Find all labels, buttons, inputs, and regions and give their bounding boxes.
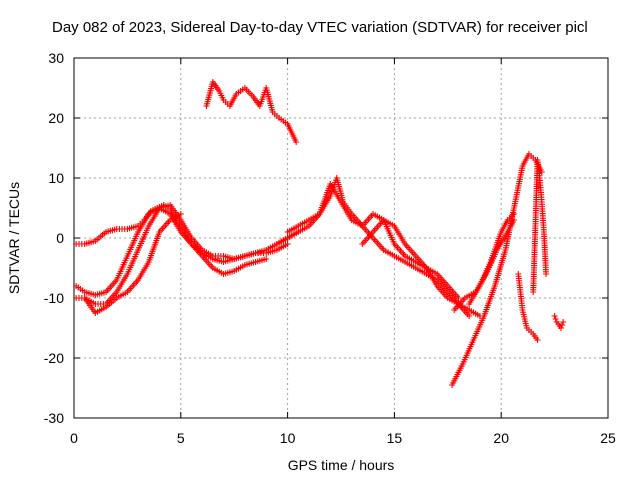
series-arc-14 bbox=[551, 313, 567, 331]
x-tick-label: 20 bbox=[493, 430, 509, 446]
data-point bbox=[534, 337, 541, 343]
data-point bbox=[284, 241, 291, 247]
data-point bbox=[552, 316, 559, 322]
series-arc-6 bbox=[284, 181, 473, 319]
series-arc-5 bbox=[203, 79, 300, 145]
series-arc-11 bbox=[466, 211, 518, 307]
series-arc-10 bbox=[451, 217, 518, 313]
series-arc-4 bbox=[73, 211, 184, 316]
y-tick-label: 0 bbox=[56, 230, 64, 246]
grid-lines bbox=[74, 58, 608, 418]
series-arc-3 bbox=[81, 205, 270, 307]
data-point bbox=[543, 271, 550, 277]
x-tick-label: 5 bbox=[177, 430, 185, 446]
y-tick-label: -30 bbox=[44, 410, 64, 426]
y-tick-label: 30 bbox=[48, 50, 64, 66]
data-point bbox=[511, 217, 518, 223]
data-points bbox=[73, 79, 567, 388]
series-arc-9 bbox=[449, 151, 545, 388]
data-point bbox=[560, 319, 567, 325]
series-arc-7 bbox=[273, 175, 462, 301]
y-tick-label: -20 bbox=[44, 350, 64, 366]
y-tick-label: -10 bbox=[44, 290, 64, 306]
data-point bbox=[293, 139, 300, 145]
data-point bbox=[263, 256, 270, 262]
chart-title: Day 082 of 2023, Sidereal Day-to-day VTE… bbox=[52, 19, 588, 36]
axis-ticks: 0 5 10 15 20 25 -30 -20 -10 0 10 20 30 bbox=[44, 50, 616, 446]
series-arc-8 bbox=[359, 217, 483, 319]
x-axis-label: GPS time / hours bbox=[288, 457, 395, 473]
y-tick-label: 10 bbox=[48, 170, 64, 186]
series-arc-2 bbox=[73, 202, 302, 298]
x-tick-label: 10 bbox=[280, 430, 296, 446]
series-arc-13 bbox=[530, 157, 550, 295]
y-tick-label: 20 bbox=[48, 110, 64, 126]
data-point bbox=[559, 322, 566, 328]
data-point bbox=[177, 211, 184, 217]
data-point bbox=[558, 325, 565, 331]
data-point bbox=[466, 313, 473, 319]
data-point bbox=[551, 313, 558, 319]
y-axis-label: SDTVAR / TECUs bbox=[6, 182, 22, 294]
series-arc-12 bbox=[515, 271, 541, 343]
x-tick-label: 25 bbox=[600, 430, 616, 446]
data-point bbox=[511, 211, 518, 217]
x-tick-label: 15 bbox=[387, 430, 403, 446]
x-tick-label: 0 bbox=[70, 430, 78, 446]
data-point bbox=[455, 295, 462, 301]
